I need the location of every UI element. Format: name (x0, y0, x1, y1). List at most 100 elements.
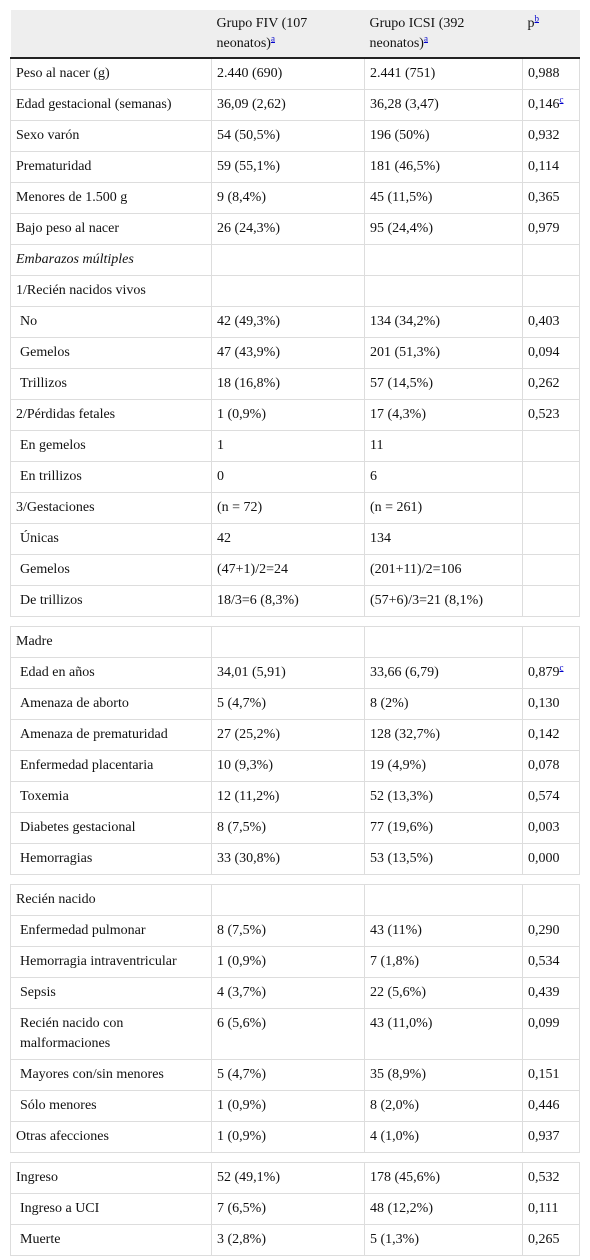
icsi-value: 178 (45,6%) (364, 1162, 523, 1194)
spacer-cell (364, 874, 523, 885)
p-value: 0,111 (522, 1193, 580, 1225)
icsi-value: 43 (11%) (364, 915, 523, 947)
p-value-text: 0,111 (528, 1201, 559, 1216)
fiv-value: 5 (4,7%) (211, 688, 365, 720)
row-label: Embarazos múltiples (10, 244, 212, 276)
p-value: 0,262 (522, 368, 580, 400)
p-value-text: 0,099 (528, 1016, 560, 1031)
row-label: Sepsis (10, 977, 212, 1009)
row-label: Sólo menores (10, 1090, 212, 1122)
table-row: Amenaza de prematuridad 27 (25,2%) 128 (32… (10, 719, 580, 751)
fiv-value: 1 (0,9%) (211, 946, 365, 978)
fiv-value: 4 (3,7%) (211, 977, 365, 1009)
p-value-text: 0,265 (528, 1232, 560, 1247)
icsi-value: 43 (11,0%) (364, 1008, 523, 1060)
fiv-value: 12 (11,2%) (211, 781, 365, 813)
p-value: 0,879c (522, 657, 580, 689)
fiv-value: 5 (4,7%) (211, 1059, 365, 1091)
footnote-link-a-icsi[interactable]: a (423, 33, 428, 44)
spacer-cell (522, 1152, 580, 1163)
table-row: Ingreso 52 (49,1%) 178 (45,6%) 0,532 (10, 1162, 580, 1194)
icsi-value: 7 (1,8%) (364, 946, 523, 978)
table-row: 3/Gestaciones (n = 72) (n = 261) (10, 492, 580, 524)
section-spacer (10, 874, 580, 885)
icsi-value: 17 (4,3%) (364, 399, 523, 431)
table-row: Edad en años 34,01 (5,91) 33,66 (6,79) 0,87… (10, 657, 580, 689)
p-value-text: 0,078 (528, 758, 560, 773)
table-row: Amenaza de aborto 5 (4,7%) 8 (2%) 0,130 (10, 688, 580, 720)
spacer-cell (522, 874, 580, 885)
row-label: Amenaza de aborto (10, 688, 212, 720)
fiv-value: (47+1)/2=24 (211, 554, 365, 586)
fiv-value: 10 (9,3%) (211, 750, 365, 782)
row-label: De trillizos (10, 585, 212, 617)
footnote-link-c[interactable]: c (559, 94, 564, 105)
p-value-text: 0,534 (528, 954, 560, 969)
table-header: Grupo FIV (107 neonatos)a Grupo ICSI (39… (10, 10, 580, 59)
spacer-cell (522, 616, 580, 627)
table-row: Enfermedad pulmonar 8 (7,5%) 43 (11%) 0,290 (10, 915, 580, 947)
p-value: 0,574 (522, 781, 580, 813)
row-label: Sexo varón (10, 120, 212, 152)
fiv-value: 34,01 (5,91) (211, 657, 365, 689)
p-value: 0,937 (522, 1121, 580, 1153)
fiv-value: 1 (0,9%) (211, 1090, 365, 1122)
p-value (522, 461, 580, 493)
p-value-text: 0,142 (528, 727, 560, 742)
footnote-link-b[interactable]: b (534, 13, 540, 24)
icsi-value: 5 (1,3%) (364, 1224, 523, 1256)
fiv-value (211, 626, 365, 658)
row-label: Hemorragias (10, 843, 212, 875)
icsi-value: 95 (24,4%) (364, 213, 523, 245)
table-row: Edad gestacional (semanas) 36,09 (2,62) 36… (10, 89, 580, 121)
row-label: Muerte (10, 1224, 212, 1256)
p-value: 0,000 (522, 843, 580, 875)
p-value (522, 523, 580, 555)
row-label: Enfermedad pulmonar (10, 915, 212, 947)
p-value: 0,523 (522, 399, 580, 431)
icsi-value: 77 (19,6%) (364, 812, 523, 844)
fiv-value: 33 (30,8%) (211, 843, 365, 875)
results-table: Grupo FIV (107 neonatos)a Grupo ICSI (39… (10, 10, 580, 1256)
row-label: Hemorragia intraventricular (10, 946, 212, 978)
row-label-italic: Embarazos múltiples (16, 252, 134, 267)
row-label: Trillizos (10, 368, 212, 400)
p-value: 0,114 (522, 151, 580, 183)
icsi-value: 8 (2%) (364, 688, 523, 720)
p-value (522, 430, 580, 462)
p-value-text: 0,000 (528, 851, 560, 866)
fiv-value: 59 (55,1%) (211, 151, 365, 183)
fiv-value: 3 (2,8%) (211, 1224, 365, 1256)
table-row: 2/Pérdidas fetales 1 (0,9%) 17 (4,3%) 0,523 (10, 399, 580, 431)
fiv-value: 2.440 (690) (211, 57, 365, 90)
icsi-value: 45 (11,5%) (364, 182, 523, 214)
p-value: 0,151 (522, 1059, 580, 1091)
p-value-text: 0,988 (528, 66, 560, 81)
fiv-value: 6 (5,6%) (211, 1008, 365, 1060)
icsi-value: 8 (2,0%) (364, 1090, 523, 1122)
p-value (522, 275, 580, 307)
p-value-text: 0,439 (528, 985, 560, 1000)
p-value: 0,988 (522, 57, 580, 90)
table-row: Recién nacido (10, 884, 580, 916)
fiv-value: 47 (43,9%) (211, 337, 365, 369)
p-value-text: 0,290 (528, 923, 560, 938)
table-row: Embarazos múltiples (10, 244, 580, 276)
spacer-cell (10, 874, 212, 885)
p-value (522, 492, 580, 524)
icsi-value: 196 (50%) (364, 120, 523, 152)
table-row: Ingreso a UCI 7 (6,5%) 48 (12,2%) 0,111 (10, 1193, 580, 1225)
table-container: Grupo FIV (107 neonatos)a Grupo ICSI (39… (10, 10, 580, 1256)
table-row: Toxemia 12 (11,2%) 52 (13,3%) 0,574 (10, 781, 580, 813)
spacer-cell (364, 616, 523, 627)
table-row: Enfermedad placentaria 10 (9,3%) 19 (4,9%)… (10, 750, 580, 782)
icsi-value: 36,28 (3,47) (364, 89, 523, 121)
row-label: Gemelos (10, 337, 212, 369)
row-label: Ingreso (10, 1162, 212, 1194)
fiv-value: 18/3=6 (8,3%) (211, 585, 365, 617)
footnote-link-c[interactable]: c (559, 662, 564, 673)
icsi-value: 134 (364, 523, 523, 555)
p-value (522, 585, 580, 617)
footnote-link-a-fiv[interactable]: a (270, 33, 275, 44)
table-row: Sepsis 4 (3,7%) 22 (5,6%) 0,439 (10, 977, 580, 1009)
